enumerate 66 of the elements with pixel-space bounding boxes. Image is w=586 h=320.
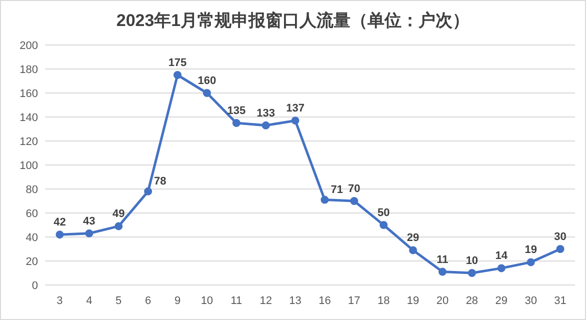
point: [526, 258, 535, 266]
y-tick-label: 180: [20, 64, 38, 76]
point: [320, 196, 329, 204]
y-tick-label: 140: [20, 112, 38, 124]
data-label: 49: [112, 208, 125, 220]
point: [468, 269, 476, 277]
x-tick-label: 6: [144, 295, 152, 307]
y-tick-label: 60: [26, 208, 38, 220]
data-label: 50: [377, 207, 390, 219]
data-label: 11: [436, 254, 448, 266]
data-label: 135: [227, 105, 246, 117]
point: [144, 187, 152, 196]
x-tick-label: 3: [56, 295, 63, 307]
data-label: 43: [83, 215, 96, 228]
point: [85, 229, 94, 238]
point: [56, 230, 64, 239]
x-tick-label: 11: [230, 295, 242, 307]
point: [380, 221, 388, 229]
x-tick-label: 29: [495, 295, 508, 307]
y-tick-label: 120: [20, 136, 38, 148]
y-tick-label: 0: [32, 280, 38, 292]
y-tick-label: 200: [20, 40, 38, 52]
data-label: 71: [330, 184, 343, 196]
data-label: 137: [286, 102, 304, 115]
x-tick-label: 16: [318, 295, 331, 307]
chart-title: 2023年1月常规申报窗口人流量（单位：户次）: [116, 11, 470, 30]
data-label: 19: [524, 244, 537, 256]
point: [114, 222, 123, 230]
data-label: 10: [466, 255, 478, 267]
data-label: 14: [495, 250, 508, 262]
x-tick-label: 20: [436, 295, 449, 307]
point: [497, 264, 506, 272]
data-label: 42: [54, 216, 66, 229]
y-tick-label: 80: [26, 184, 38, 196]
data-label: 160: [198, 75, 216, 87]
y-tick-label: 160: [20, 88, 38, 100]
x-tick-label: 12: [260, 295, 272, 307]
x-tick-label: 4: [86, 295, 92, 307]
point: [556, 245, 564, 253]
y-tick-label: 40: [26, 232, 38, 244]
point: [174, 71, 182, 79]
data-label: 70: [348, 183, 360, 195]
x-tick-label: 10: [200, 295, 214, 307]
data-label: 78: [154, 175, 166, 188]
point: [291, 116, 300, 125]
point: [409, 246, 418, 254]
data-label: 175: [168, 57, 187, 69]
y-tick-label: 100: [20, 160, 38, 172]
point: [202, 89, 211, 97]
data-label: 29: [406, 232, 420, 244]
point: [350, 197, 358, 205]
point: [438, 268, 446, 276]
point: [232, 119, 240, 127]
x-tick-label: 31: [554, 295, 566, 307]
x-tick-label: 19: [406, 295, 420, 307]
data-label: 133: [256, 107, 276, 120]
data-label: 30: [554, 231, 566, 243]
x-tick-label: 30: [524, 295, 537, 307]
x-tick-label: 13: [289, 295, 302, 307]
point: [262, 121, 270, 130]
x-tick-label: 17: [348, 295, 360, 307]
x-tick-label: 5: [116, 295, 122, 307]
x-tick-label: 9: [174, 295, 181, 307]
y-tick-label: 20: [26, 256, 38, 268]
x-tick-label: 28: [466, 295, 478, 307]
x-tick-label: 18: [377, 295, 390, 307]
